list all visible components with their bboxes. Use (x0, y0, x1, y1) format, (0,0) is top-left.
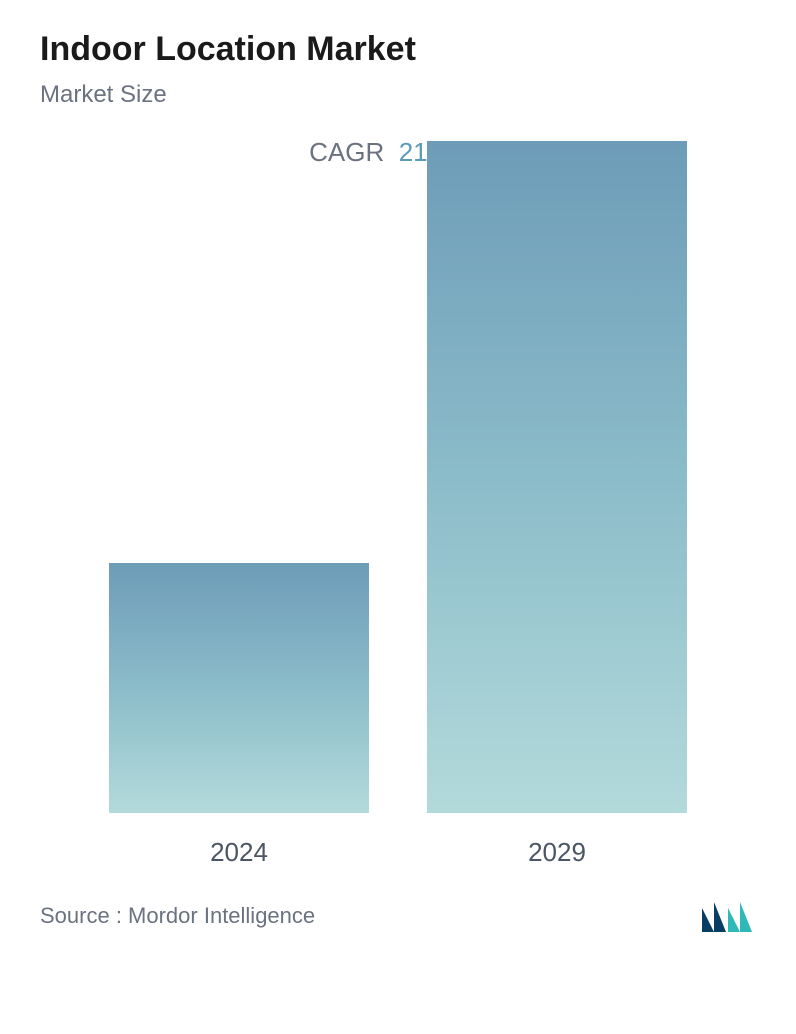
bar-chart-area: 2024 2029 (40, 188, 756, 868)
footer: Source : Mordor Intelligence (40, 868, 756, 954)
chart-container: Indoor Location Market Market Size CAGR … (0, 0, 796, 1034)
bar-group-0: 2024 (109, 563, 369, 868)
source-text: Source : Mordor Intelligence (40, 903, 315, 929)
chart-title: Indoor Location Market (40, 30, 756, 69)
bar-1 (427, 141, 687, 813)
bar-label-0: 2024 (210, 837, 268, 868)
chart-subtitle: Market Size (40, 81, 756, 109)
cagr-label: CAGR (309, 137, 384, 167)
bar-group-1: 2029 (427, 141, 687, 868)
bar-label-1: 2029 (528, 837, 586, 868)
bar-0 (109, 563, 369, 813)
brand-logo-icon (700, 898, 756, 934)
